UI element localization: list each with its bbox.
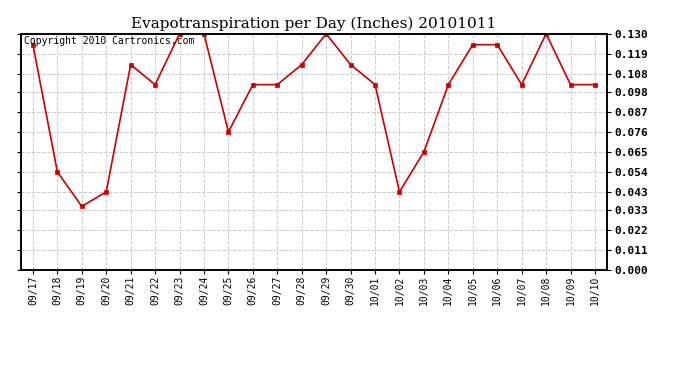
Text: Copyright 2010 Cartronics.com: Copyright 2010 Cartronics.com: [23, 36, 194, 46]
Title: Evapotranspiration per Day (Inches) 20101011: Evapotranspiration per Day (Inches) 2010…: [131, 17, 497, 31]
